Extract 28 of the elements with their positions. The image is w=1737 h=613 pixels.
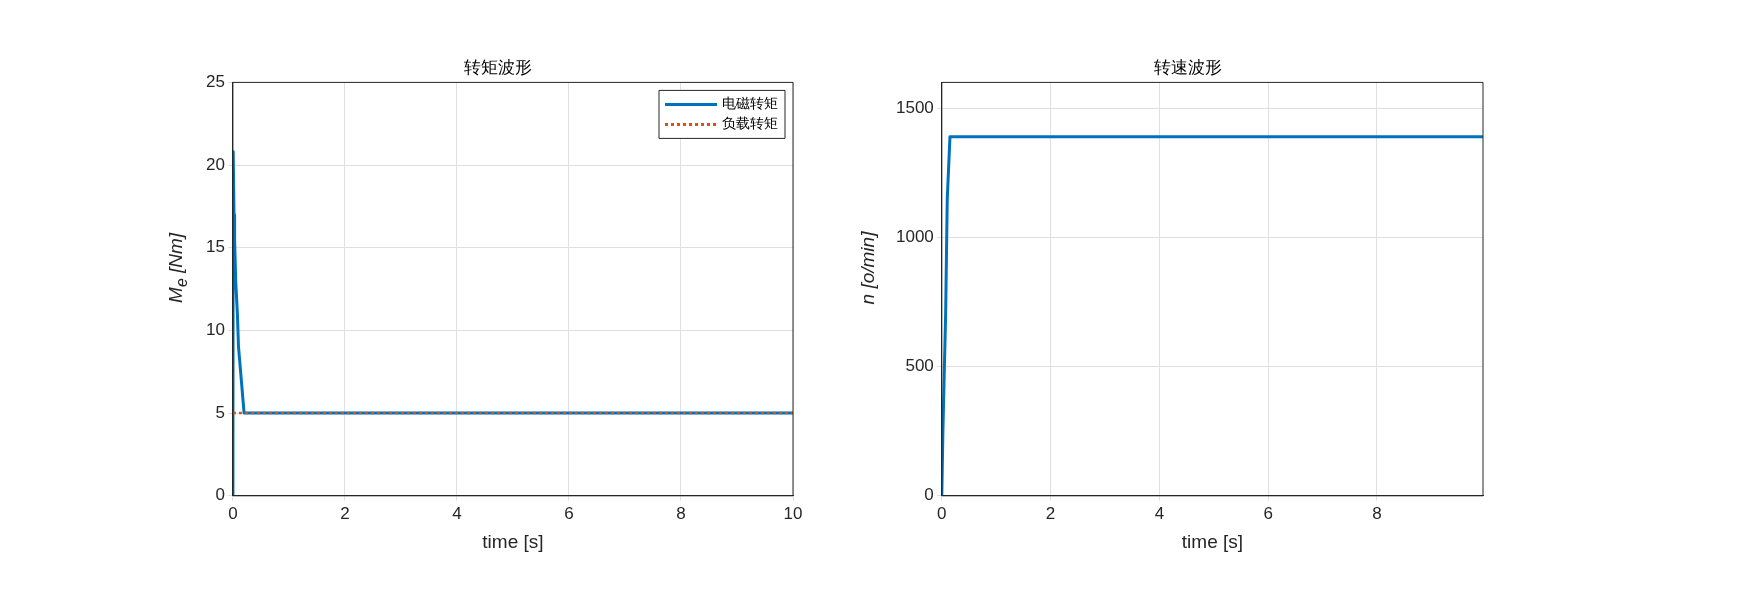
legend-label: 负载转矩	[722, 115, 778, 132]
chart-title: 转速波形	[1154, 57, 1222, 77]
legend-label: 电磁转矩	[722, 95, 778, 112]
x-tick-label: 0	[228, 503, 238, 523]
y-axis-title: n [o/min]	[857, 231, 879, 305]
chart-title: 转矩波形	[464, 57, 532, 77]
x-tick-label: 4	[452, 503, 462, 523]
x-tick-label: 2	[1045, 503, 1056, 523]
x-tick-label: 10	[783, 503, 803, 523]
y-tick-label: 0	[924, 485, 934, 505]
y-tick-label: 20	[205, 154, 225, 174]
x-tick-label: 8	[676, 503, 686, 523]
x-tick-label: 4	[1154, 503, 1165, 523]
x-tick-label: 6	[564, 503, 574, 523]
x-tick-label: 6	[1263, 503, 1273, 523]
x-tick-label: 0	[937, 503, 947, 523]
y-tick-label: 15	[205, 237, 225, 257]
x-tick-label: 8	[1372, 503, 1382, 523]
y-tick-label: 25	[205, 72, 225, 92]
y-tick-label: 1500	[895, 97, 934, 117]
x-tick-label: 2	[340, 503, 350, 523]
y-tick-label: 10	[205, 320, 225, 340]
y-tick-label: 500	[905, 356, 934, 376]
y-tick-label: 1000	[895, 227, 934, 247]
x-axis-title: time [s]	[1181, 530, 1244, 552]
x-axis-title: time [s]	[482, 530, 544, 552]
y-tick-label: 5	[215, 402, 225, 422]
y-tick-label: 0	[215, 485, 225, 505]
